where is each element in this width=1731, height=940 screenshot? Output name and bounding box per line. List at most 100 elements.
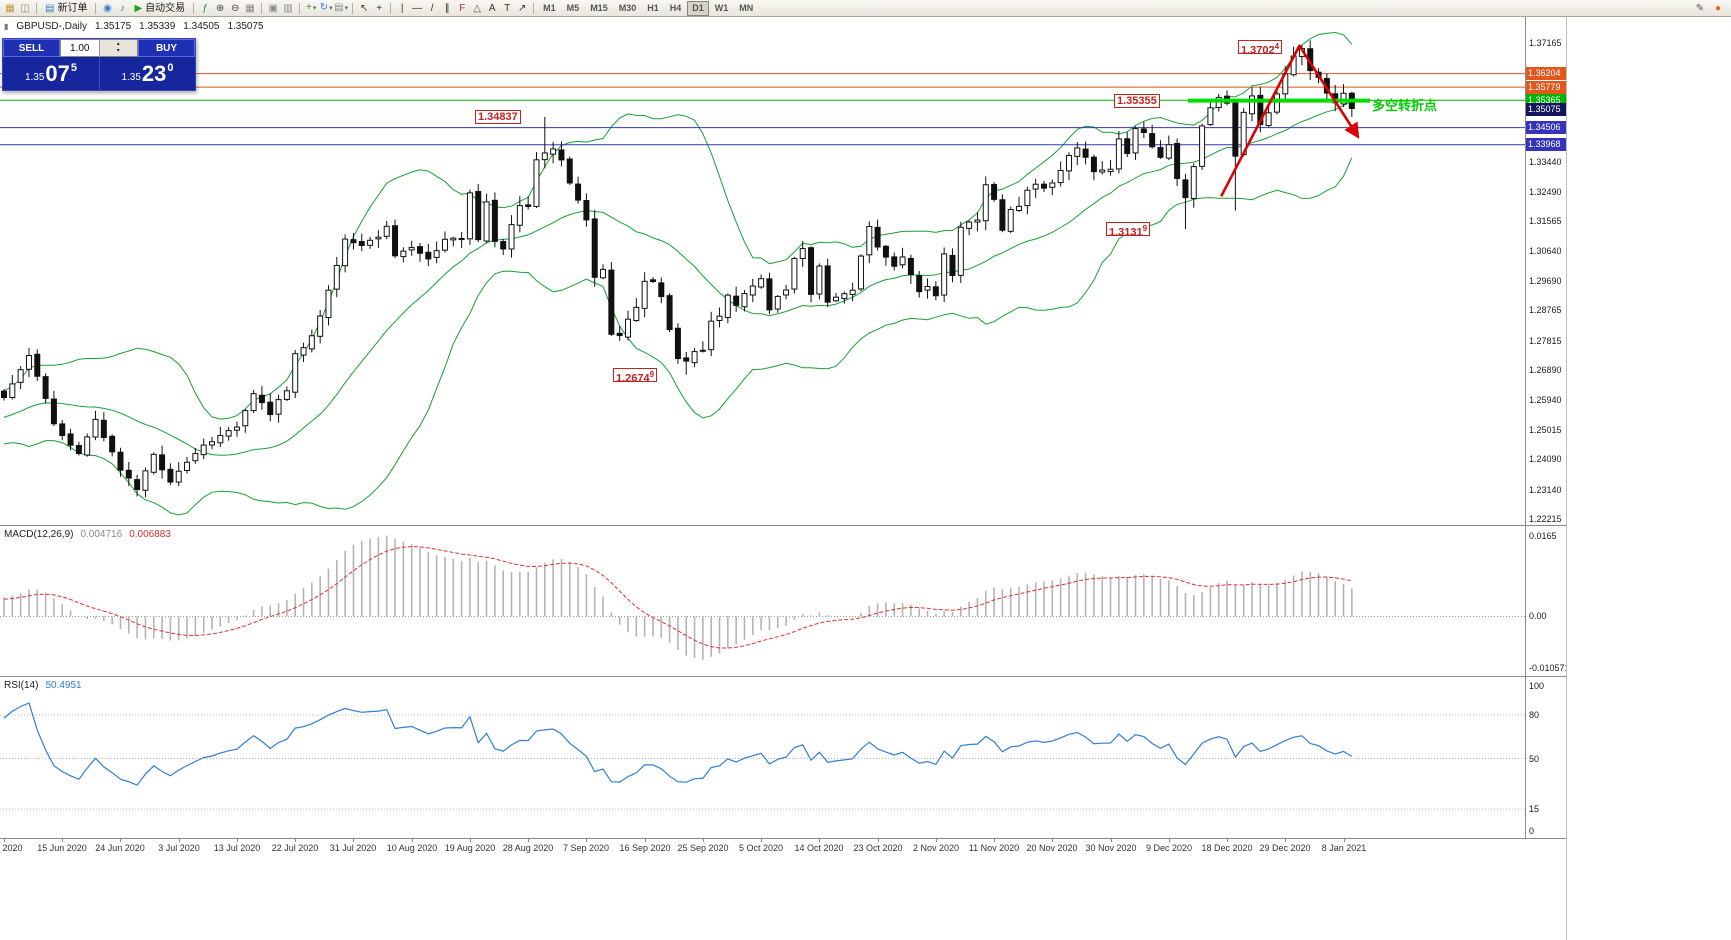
timeframe-m1[interactable]: M1 — [543, 2, 556, 13]
price-tick-label: 1.31565 — [1529, 216, 1562, 226]
price-label-flag[interactable]: 1.26749 — [613, 368, 658, 385]
templates-icon[interactable]: ▤▾ — [334, 2, 349, 13]
date-label: 30 Nov 2020 — [1085, 843, 1137, 853]
timeframe-w1[interactable]: W1 — [714, 2, 729, 13]
sell-button[interactable]: SELL — [3, 39, 60, 57]
chart-icon: ▮ — [4, 22, 9, 31]
time-tick — [1169, 839, 1170, 842]
pencil-icon[interactable]: ✎ — [1695, 2, 1705, 14]
add-indicator-icon[interactable]: +▾ — [305, 2, 317, 13]
date-label: 9 Dec 2020 — [1145, 843, 1193, 853]
lot-down-icon[interactable]: ▾ — [116, 48, 120, 54]
notification-icon[interactable]: ● — [1714, 2, 1722, 14]
date-label: 18 Dec 2020 — [1201, 843, 1253, 853]
toolbar-right-group: ✎ ● — [1693, 1, 1728, 16]
equidistant-channel-icon[interactable]: ∥ — [444, 2, 450, 14]
tile-windows-icon[interactable]: ▣ — [268, 2, 278, 14]
indicators-icon[interactable]: ƒ — [202, 2, 208, 14]
date-label: 25 Sep 2020 — [677, 843, 729, 853]
timeframe-d1[interactable]: D1 — [687, 0, 709, 16]
price-label-flag[interactable]: 1.31319 — [1106, 222, 1151, 239]
shapes-icon[interactable]: △ — [473, 2, 481, 14]
timeframe-m15[interactable]: M15 — [590, 2, 608, 13]
time-axis[interactable]: Jun 2020 15 Jun 2020 24 Jun 2020 3 Jul 2020… — [0, 838, 1566, 854]
macd-axis[interactable]: 0.0165 0.00 -0.010571 — [1526, 526, 1570, 676]
rsi-axis[interactable]: 100 80 50 15 0 — [1526, 677, 1566, 837]
time-tick — [62, 839, 63, 842]
zoom-out-icon[interactable]: ⊖ — [230, 2, 240, 14]
arrow-tool-icon[interactable]: ↗ — [517, 2, 527, 14]
zoom-in-icon[interactable]: ⊕ — [215, 2, 225, 14]
toolbar-separator — [533, 2, 535, 14]
timeframe-m30[interactable]: M30 — [618, 2, 637, 13]
trendline-icon[interactable]: / — [430, 2, 434, 14]
main-chart-canvas[interactable] — [0, 17, 1525, 525]
timeframe-h4[interactable]: H4 — [669, 2, 682, 13]
community-icon[interactable]: ◉ — [103, 2, 112, 14]
horizontal-lines[interactable] — [0, 73, 1525, 146]
timeframe-m5[interactable]: M5 — [566, 2, 580, 13]
timeframe-mn[interactable]: MN — [739, 2, 754, 13]
time-tick — [295, 839, 296, 842]
price-axis[interactable]: 1.37165 1.33440 1.32490 1.31565 1.30640 1.296… — [1526, 17, 1566, 525]
date-label: 7 Sep 2020 — [562, 843, 610, 853]
text-label-icon[interactable]: T — [504, 2, 511, 14]
crosshair-icon[interactable]: + — [376, 2, 383, 14]
macd-panel-canvas[interactable] — [0, 526, 1525, 676]
sound-icon[interactable]: ♪ — [119, 2, 125, 14]
new-order-button-label: 新订单 — [57, 2, 88, 14]
cursor-icon[interactable]: ↖ — [359, 2, 369, 14]
vertical-line-icon[interactable]: | — [400, 2, 404, 14]
buy-price-display[interactable]: 1.35 23 0 — [99, 57, 195, 90]
date-label: 13 Jul 2020 — [213, 843, 261, 853]
toolbar-separator — [95, 2, 97, 14]
time-tick — [237, 839, 238, 842]
new-order-button[interactable]: ▤ 新订单 — [41, 1, 91, 16]
new-chart-icon[interactable]: ▦ — [5, 2, 15, 14]
auto-trading-button-label: 自动交易 — [145, 2, 186, 14]
buy-price-prefix: 1.35 — [121, 71, 141, 83]
panel-separator-macd[interactable] — [0, 525, 1566, 526]
refresh-icon[interactable]: ↻▾ — [319, 2, 333, 13]
date-label: 19 Aug 2020 — [444, 843, 496, 853]
lot-spinner[interactable]: ▴ ▾ — [98, 40, 137, 56]
current-price-badge: 1.35075 — [1526, 103, 1566, 116]
date-label: Jun 2020 — [0, 843, 23, 853]
price-label-flag[interactable]: 1.35355 — [1114, 94, 1160, 108]
date-label: 14 Oct 2020 — [794, 843, 844, 853]
rsi-name: RSI(14) — [4, 680, 39, 691]
rsi-tick-label: 100 — [1529, 681, 1545, 691]
rsi-tick-label: 50 — [1529, 754, 1540, 764]
buy-button[interactable]: BUY — [138, 39, 195, 57]
macd-indicator-label: MACD(12,26,9) 0.004716 0.006883 — [4, 529, 171, 540]
date-label: 20 Nov 2020 — [1026, 843, 1078, 853]
horizontal-line-icon[interactable]: — — [412, 2, 423, 14]
lot-size-field[interactable]: 1.00 ▴ ▾ — [60, 39, 138, 57]
grid-icon[interactable]: ▦ — [245, 2, 255, 14]
time-tick — [761, 839, 762, 842]
fibonacci-icon[interactable]: F — [459, 2, 466, 14]
dropdown-caret-icon: ▾ — [312, 5, 317, 12]
annotation-text[interactable]: 多空转折点 — [1372, 98, 1438, 113]
chart-window[interactable]: 1.37165 1.33440 1.32490 1.31565 1.30640 1.296… — [0, 17, 1570, 940]
text-icon[interactable]: A — [488, 2, 496, 14]
trend-arrow[interactable] — [1220, 44, 1360, 197]
date-label: 2 Nov 2020 — [912, 843, 960, 853]
toolbar-separator — [36, 2, 37, 14]
price-label-flag[interactable]: 1.34837 — [475, 110, 521, 124]
rsi-panel-canvas[interactable] — [0, 677, 1525, 837]
main-toolbar: ▦ ◫ ▤ 新订单 ◉ ♪ ▶ 自动交易 ƒ ⊕ ⊖ ▦ ▣ ▥ +▾ ↻▾ ▤▾ ↖ + | — / ∥ F △ A T ↗ M1 M5… — [0, 0, 1731, 17]
sell-price-display[interactable]: 1.35 07 5 — [3, 57, 99, 90]
timeframe-h1[interactable]: H1 — [647, 2, 659, 13]
rsi-indicator-label: RSI(14) 50.4951 — [4, 680, 82, 691]
macd-signal-value: 0.006883 — [129, 529, 171, 540]
auto-trading-button[interactable]: ▶ 自动交易 — [130, 1, 189, 16]
price-label-flag[interactable]: 1.37024 — [1238, 40, 1283, 57]
date-label: 15 Jun 2020 — [37, 843, 87, 853]
macd-tick-label: 0.0165 — [1529, 531, 1557, 541]
time-tick — [586, 839, 587, 842]
lot-up-icon[interactable]: ▴ — [116, 41, 120, 47]
chart-profiles-icon[interactable]: ◫ — [20, 2, 30, 14]
cascade-windows-icon[interactable]: ▥ — [283, 2, 293, 14]
panel-separator-rsi[interactable] — [0, 676, 1566, 677]
